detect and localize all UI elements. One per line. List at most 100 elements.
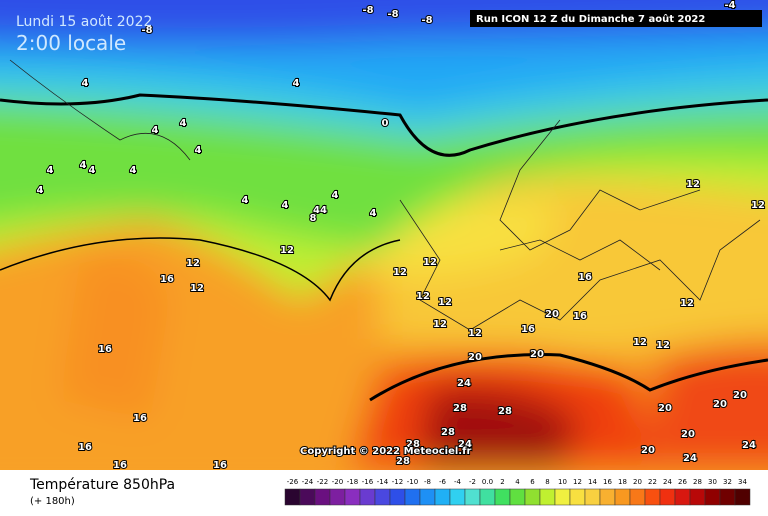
legend-label: -20 — [332, 478, 343, 486]
contour-label: -8 — [421, 15, 432, 26]
legend-label: 6 — [530, 478, 535, 486]
contour-label: 12 — [433, 319, 447, 330]
contour-label: 44 — [313, 205, 327, 216]
contour-label: 16 — [78, 442, 92, 453]
lead-time: (+ 180h) — [30, 496, 75, 507]
temperature-field — [0, 0, 768, 470]
legend-swatch — [329, 488, 346, 506]
legend-swatch — [539, 488, 556, 506]
legend-swatch — [284, 488, 301, 506]
legend-label: 12 — [573, 478, 582, 486]
legend-label: -8 — [424, 478, 431, 486]
legend-swatch — [494, 488, 511, 506]
contour-label: 12 — [186, 258, 200, 269]
contour-label: 28 — [441, 427, 455, 438]
map-date: Lundi 15 août 2022 — [16, 14, 152, 30]
field-title: Température 850hPa — [29, 477, 175, 493]
legend-swatch — [419, 488, 436, 506]
legend-label: 24 — [663, 478, 672, 486]
contour-label: 12 — [751, 200, 765, 211]
legend-label: 4 — [515, 478, 520, 486]
contour-label: 16 — [113, 460, 127, 471]
contour-label: 28 — [498, 406, 512, 417]
legend-label: -18 — [347, 478, 358, 486]
contour-label: 4 — [332, 190, 339, 201]
contour-label: 24 — [458, 439, 472, 450]
legend-swatch — [554, 488, 571, 506]
contour-label: 20 — [681, 429, 695, 440]
legend-label: -26 — [287, 478, 299, 486]
contour-label: -4 — [724, 0, 735, 11]
legend-label: 22 — [648, 478, 657, 486]
contour-label: 24 — [683, 453, 697, 464]
contour-label: 20 — [530, 349, 544, 360]
contour-label: 28 — [396, 456, 410, 467]
contour-label: 4 — [293, 78, 300, 89]
legend-label: 32 — [723, 478, 732, 486]
contour-label: 28 — [453, 403, 467, 414]
legend-label: 28 — [693, 478, 702, 486]
contour-label: 28 — [406, 439, 420, 450]
legend-label: -10 — [407, 478, 418, 486]
legend-swatch — [734, 488, 751, 506]
legend-label: -14 — [377, 478, 389, 486]
legend-label: -2 — [469, 478, 476, 486]
legend-swatch — [674, 488, 691, 506]
copyright: Copyright © 2022 Meteociel.fr — [300, 446, 471, 457]
legend-swatch — [464, 488, 481, 506]
legend-label: 20 — [633, 478, 642, 486]
legend-label: -22 — [317, 478, 328, 486]
contour-label: 0 — [382, 118, 389, 129]
legend-label: 18 — [618, 478, 627, 486]
legend-label: -24 — [302, 478, 314, 486]
map-time: 2:00 locale — [16, 31, 126, 55]
legend-swatch — [614, 488, 631, 506]
legend-label: -16 — [362, 478, 374, 486]
run-box — [470, 10, 762, 27]
contour-label: 4 — [282, 200, 289, 211]
contour-label: 12 — [468, 328, 482, 339]
legend-label: 34 — [738, 478, 747, 486]
contour-label: 20 — [468, 352, 482, 363]
contour-label: 16 — [213, 460, 227, 471]
legend-swatch — [359, 488, 376, 506]
contour-label: 4 — [130, 165, 137, 176]
legend-label: 30 — [708, 478, 717, 486]
run-info: Run ICON 12 Z du Dimanche 7 août 2022 — [476, 13, 705, 25]
contour-label: -8 — [141, 25, 152, 36]
contour-label: 20 — [545, 309, 559, 320]
legend-label: -6 — [439, 478, 447, 486]
contour-label: 12 — [686, 179, 700, 190]
contour-label: 16 — [98, 344, 112, 355]
contour-label: 12 — [190, 283, 204, 294]
legend-swatch — [704, 488, 721, 506]
contour-label: 4 — [37, 185, 44, 196]
contour-label: 12 — [423, 257, 437, 268]
contour-label: 20 — [658, 403, 672, 414]
legend-label: 26 — [678, 478, 687, 486]
contour-label: 4 — [195, 145, 202, 156]
contour-label: -8 — [387, 9, 398, 20]
legend-label: 10 — [558, 478, 567, 486]
contour-label: 4 — [47, 165, 54, 176]
legend-label: -4 — [454, 478, 462, 486]
legend-swatch — [599, 488, 616, 506]
contour-label: 4 — [82, 78, 89, 89]
contour-label: 20 — [641, 445, 655, 456]
legend-swatch — [524, 488, 541, 506]
contour-label: 20 — [733, 390, 747, 401]
contour-label: 8 — [310, 213, 317, 224]
contour-label: 12 — [416, 291, 430, 302]
contour-label: 16 — [521, 324, 535, 335]
contour-label: 16 — [160, 274, 174, 285]
legend-swatch — [629, 488, 646, 506]
contour-label: 4 — [80, 160, 87, 171]
contour-label: 24 — [742, 440, 756, 451]
contour-label: 16 — [133, 413, 147, 424]
contour-label: 12 — [633, 337, 647, 348]
contour-label: 4 — [370, 208, 377, 219]
legend-label: 16 — [603, 478, 612, 486]
contour-label: -8 — [362, 5, 373, 16]
